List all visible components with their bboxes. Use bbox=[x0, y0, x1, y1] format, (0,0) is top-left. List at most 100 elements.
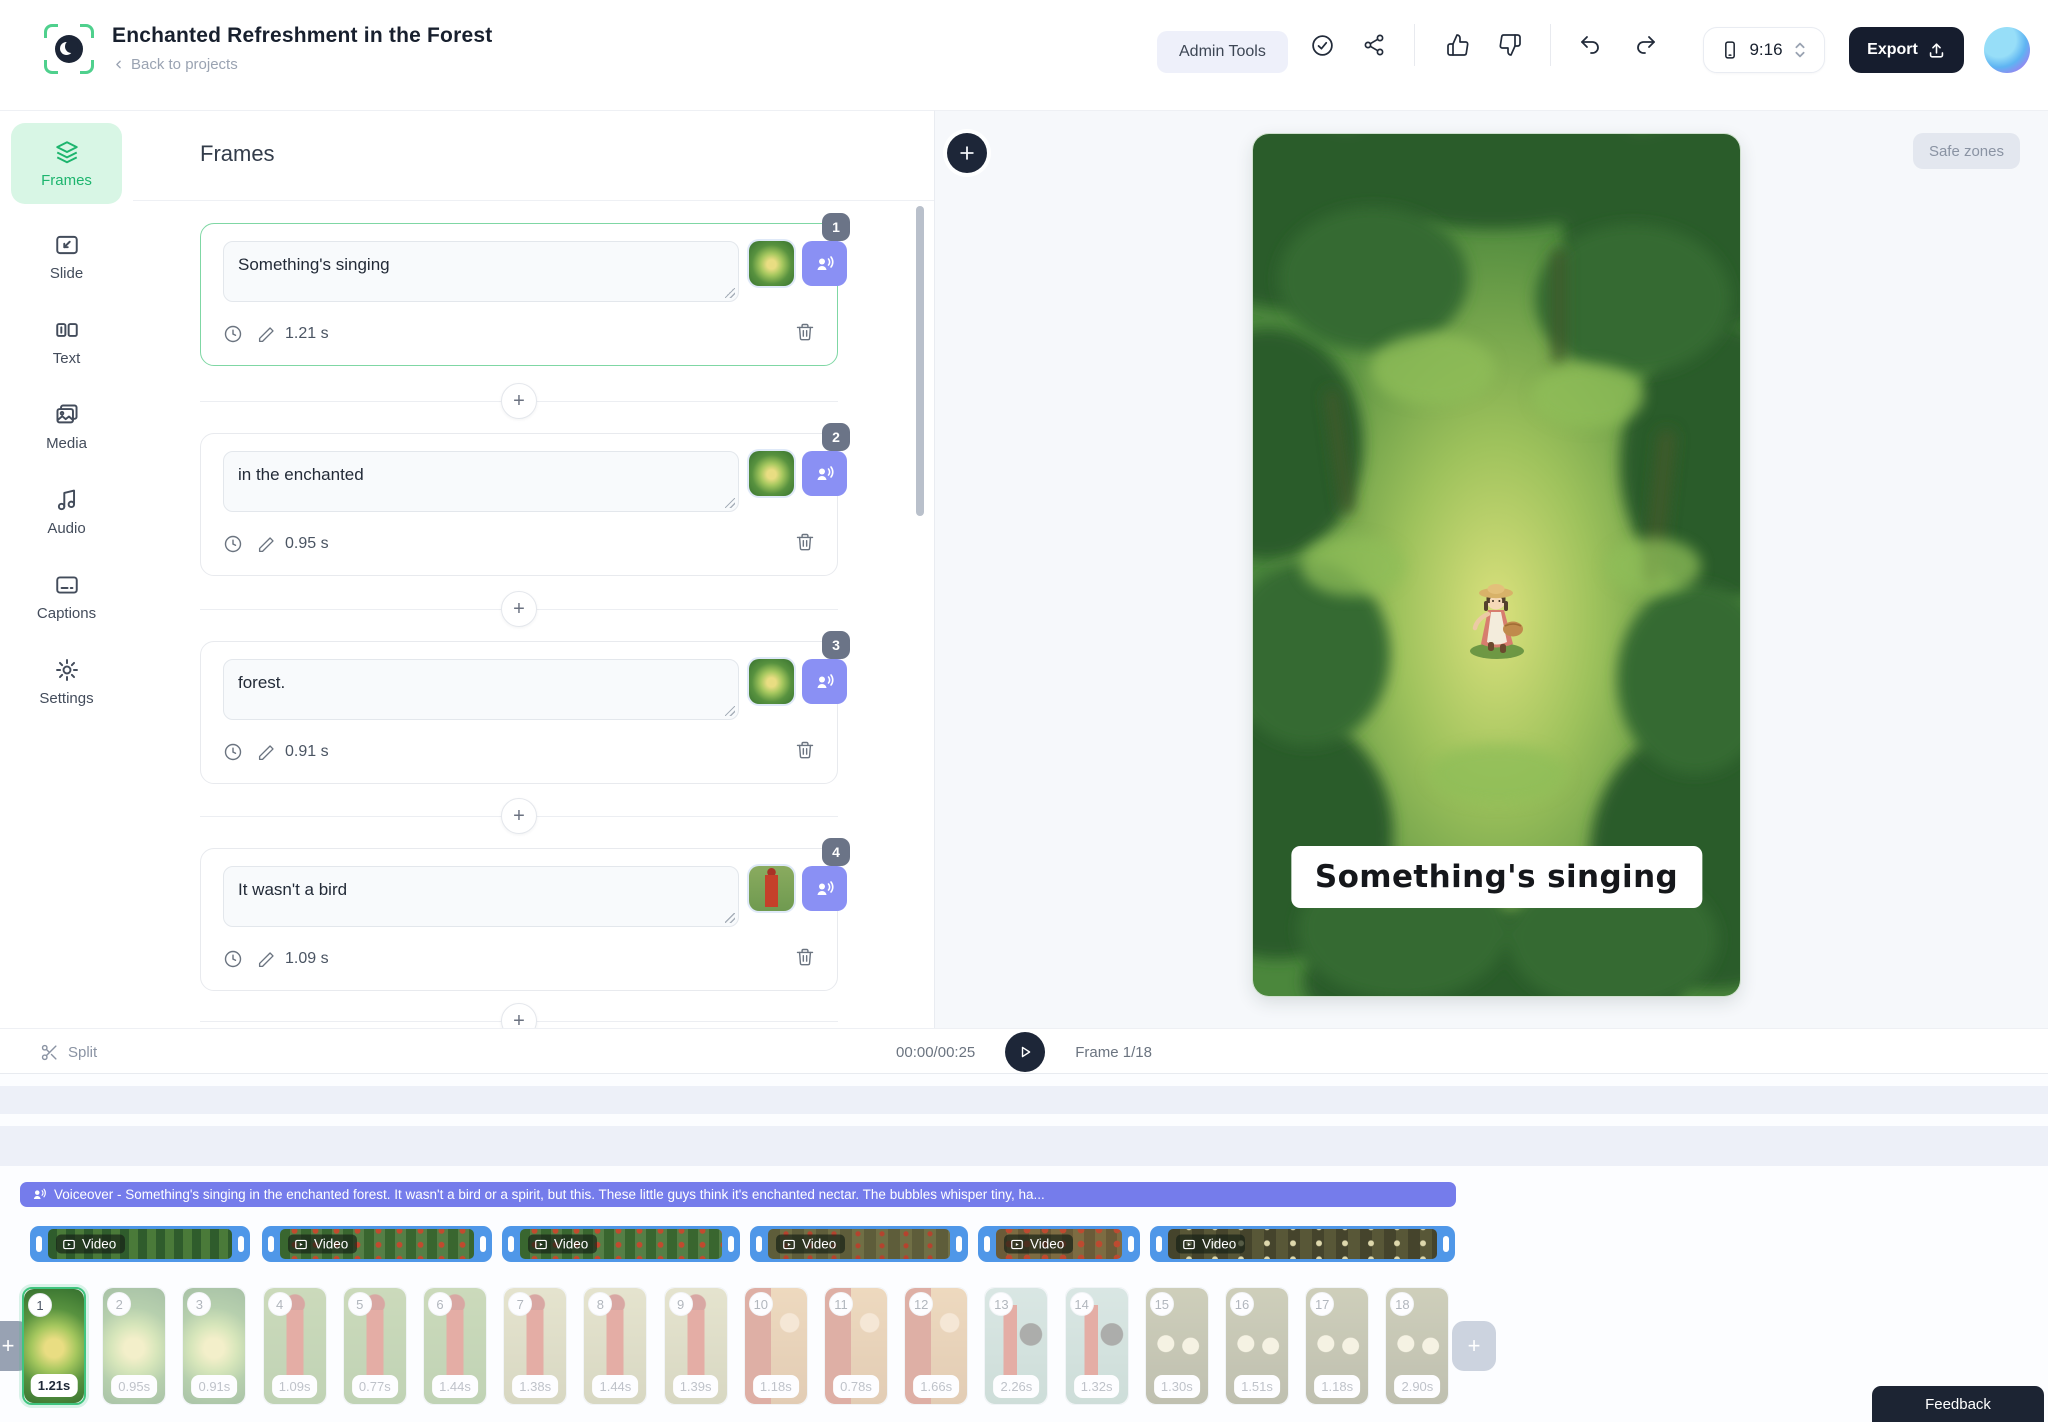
insert-frame-button[interactable]: + bbox=[501, 1003, 537, 1028]
frame-card[interactable]: 3 forest. 0.91 s bbox=[200, 631, 850, 784]
frame-text-input[interactable]: forest. bbox=[223, 659, 739, 720]
delete-frame-button[interactable] bbox=[795, 532, 815, 552]
sidebar-item-text[interactable]: Text bbox=[11, 303, 122, 380]
frame-thumbnail-11[interactable]: 11 0.78s bbox=[824, 1287, 888, 1405]
trim-handle-right[interactable] bbox=[956, 1236, 962, 1252]
feedback-button[interactable]: Feedback bbox=[1872, 1386, 2044, 1422]
undo-button[interactable] bbox=[1568, 23, 1612, 67]
frame-thumbnail-7[interactable]: 7 1.38s bbox=[503, 1287, 568, 1405]
frame-thumbnail-1[interactable]: 1 1.21s bbox=[22, 1287, 86, 1405]
frame-thumbnail-5[interactable]: 5 0.77s bbox=[342, 1287, 407, 1405]
insert-frame-button[interactable]: + bbox=[501, 591, 537, 627]
add-frame-end-button[interactable]: + bbox=[1452, 1321, 1496, 1371]
voiceover-button[interactable] bbox=[802, 451, 847, 496]
thumbs-up-button[interactable] bbox=[1436, 23, 1480, 67]
saved-check-button[interactable] bbox=[1300, 23, 1344, 67]
voiceover-button[interactable] bbox=[802, 866, 847, 911]
video-segment[interactable]: Video bbox=[750, 1226, 968, 1262]
export-button[interactable]: Export bbox=[1849, 27, 1964, 73]
textarea-resize-handle[interactable] bbox=[725, 913, 735, 923]
insert-frame-button[interactable]: + bbox=[501, 383, 537, 419]
frame-card[interactable]: 4 It wasn't a bird 1.09 s bbox=[200, 838, 850, 991]
frame-thumbnail-8[interactable]: 8 1.44s bbox=[583, 1287, 648, 1405]
frame-duration[interactable]: 1.21 s bbox=[257, 325, 329, 344]
frame-thumbnail-12[interactable]: 12 1.66s bbox=[904, 1287, 969, 1405]
frame-thumbnail-15[interactable]: 15 1.30s bbox=[1144, 1287, 1209, 1405]
frame-thumbnail[interactable] bbox=[749, 659, 794, 704]
video-segment[interactable]: Video bbox=[978, 1226, 1140, 1262]
share-button[interactable] bbox=[1352, 23, 1396, 67]
delete-frame-button[interactable] bbox=[795, 947, 815, 967]
frame-duration[interactable]: 1.09 s bbox=[257, 950, 329, 969]
frame-duration[interactable]: 0.95 s bbox=[257, 535, 329, 554]
redo-button[interactable] bbox=[1624, 23, 1668, 67]
play-button[interactable] bbox=[1005, 1032, 1046, 1072]
trim-handle-right[interactable] bbox=[728, 1236, 734, 1252]
frame-text-input[interactable]: Something's singing bbox=[223, 241, 739, 302]
split-button[interactable]: Split bbox=[40, 1037, 97, 1067]
aspect-ratio-select[interactable]: 9:16 bbox=[1703, 27, 1825, 73]
clock-icon[interactable] bbox=[223, 534, 243, 554]
frames-scrollbar[interactable] bbox=[916, 206, 924, 516]
clock-icon[interactable] bbox=[223, 324, 243, 344]
frame-thumbnail-9[interactable]: 9 1.39s bbox=[663, 1287, 728, 1405]
add-frame-button[interactable] bbox=[947, 133, 987, 173]
trim-handle-left[interactable] bbox=[36, 1236, 42, 1252]
voiceover-button[interactable] bbox=[802, 241, 847, 286]
frame-card[interactable]: 2 in the enchanted 0.95 s bbox=[200, 423, 850, 576]
video-preview[interactable]: Something's singing bbox=[1252, 133, 1741, 997]
video-segment[interactable]: Video bbox=[262, 1226, 492, 1262]
frame-thumbnail-2[interactable]: 2 0.95s bbox=[102, 1287, 167, 1405]
clock-icon[interactable] bbox=[223, 742, 243, 762]
timeline-empty-lane[interactable] bbox=[0, 1086, 2048, 1114]
voiceover-button[interactable] bbox=[802, 659, 847, 704]
frame-thumbnail-4[interactable]: 4 1.09s bbox=[262, 1287, 327, 1405]
delete-frame-button[interactable] bbox=[795, 322, 815, 342]
frame-thumbnail-17[interactable]: 17 1.18s bbox=[1305, 1287, 1370, 1405]
video-segment[interactable]: Video bbox=[30, 1226, 250, 1262]
textarea-resize-handle[interactable] bbox=[725, 288, 735, 298]
frame-thumbnail-16[interactable]: 16 1.51s bbox=[1225, 1287, 1289, 1405]
frame-thumbnail[interactable] bbox=[749, 241, 794, 286]
trim-handle-right[interactable] bbox=[480, 1236, 486, 1252]
frame-thumbnail-14[interactable]: 14 1.32s bbox=[1064, 1287, 1129, 1405]
clock-icon[interactable] bbox=[223, 949, 243, 969]
trim-handle-right[interactable] bbox=[1443, 1236, 1449, 1252]
frame-thumbnail[interactable] bbox=[749, 451, 794, 496]
frame-text-input[interactable]: It wasn't a bird bbox=[223, 866, 739, 927]
back-to-projects-link[interactable]: Back to projects bbox=[112, 56, 492, 73]
frame-thumbnail-13[interactable]: 13 2.26s bbox=[984, 1287, 1049, 1405]
sidebar-item-audio[interactable]: Audio bbox=[11, 473, 122, 550]
sidebar-item-slide[interactable]: Slide bbox=[11, 218, 122, 295]
frame-thumbnail-3[interactable]: 3 0.91s bbox=[182, 1287, 247, 1405]
trim-handle-left[interactable] bbox=[508, 1236, 514, 1252]
delete-frame-button[interactable] bbox=[795, 740, 815, 760]
video-segment[interactable]: Video bbox=[1150, 1226, 1455, 1262]
safe-zones-button[interactable]: Safe zones bbox=[1912, 133, 2020, 169]
trim-handle-right[interactable] bbox=[1128, 1236, 1134, 1252]
sidebar-item-media[interactable]: Media bbox=[11, 388, 122, 465]
sidebar-item-frames[interactable]: Frames bbox=[11, 123, 122, 204]
frame-thumbnail-10[interactable]: 10 1.18s bbox=[743, 1287, 808, 1405]
admin-tools-button[interactable]: Admin Tools bbox=[1157, 31, 1288, 73]
trim-handle-left[interactable] bbox=[268, 1236, 274, 1252]
insert-frame-button[interactable]: + bbox=[501, 798, 537, 834]
video-segment[interactable]: Video bbox=[502, 1226, 740, 1262]
frame-thumbnail[interactable] bbox=[749, 866, 794, 911]
frame-card[interactable]: 1 Something's singing 1.21 s bbox=[200, 213, 850, 366]
frame-text-input[interactable]: in the enchanted bbox=[223, 451, 739, 512]
trim-handle-left[interactable] bbox=[1156, 1236, 1162, 1252]
trim-handle-left[interactable] bbox=[756, 1236, 762, 1252]
frame-duration[interactable]: 0.91 s bbox=[257, 743, 329, 762]
subtitle-caption[interactable]: Something's singing bbox=[1290, 846, 1703, 908]
trim-handle-left[interactable] bbox=[984, 1236, 990, 1252]
voiceover-clip[interactable]: Voiceover - Something's singing in the e… bbox=[20, 1182, 1456, 1207]
thumbs-down-button[interactable] bbox=[1488, 23, 1532, 67]
sidebar-item-captions[interactable]: Captions bbox=[11, 558, 122, 635]
textarea-resize-handle[interactable] bbox=[725, 498, 735, 508]
frame-thumbnail-18[interactable]: 18 2.90s bbox=[1385, 1287, 1450, 1405]
textarea-resize-handle[interactable] bbox=[725, 706, 735, 716]
trim-handle-right[interactable] bbox=[238, 1236, 244, 1252]
frame-thumbnail-6[interactable]: 6 1.44s bbox=[423, 1287, 487, 1405]
timeline-empty-lane[interactable] bbox=[0, 1126, 2048, 1166]
